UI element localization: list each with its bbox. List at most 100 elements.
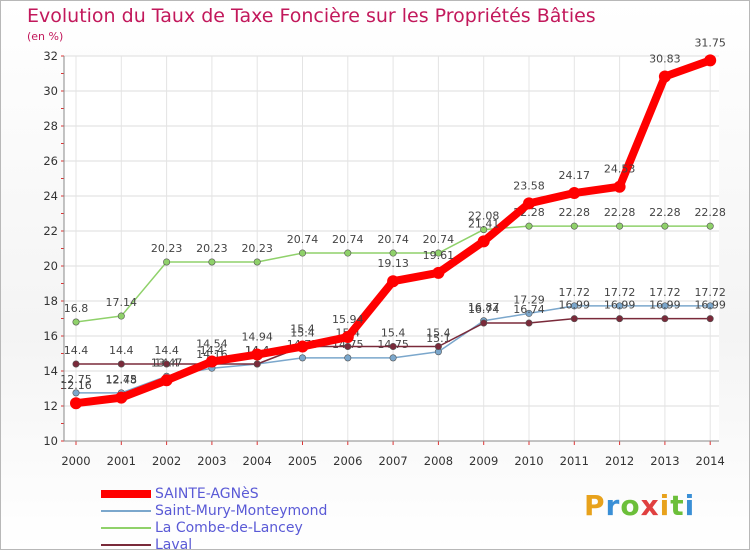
data-point-sainte-agn-s bbox=[568, 187, 581, 200]
y-tick-label: 10 bbox=[43, 434, 58, 448]
data-point-laval bbox=[661, 315, 669, 323]
data-point-saint-mury-monteymond bbox=[616, 302, 624, 310]
data-label-laval: 16.99 bbox=[649, 299, 681, 312]
data-point-sainte-agn-s bbox=[523, 197, 535, 210]
data-label-laval: 16.74 bbox=[468, 303, 500, 316]
data-point-saint-mury-monteymond bbox=[525, 309, 533, 317]
data-label-la-combe-de-lancey: 22.08 bbox=[468, 210, 500, 223]
data-label-sainte-agn-s: 31.75 bbox=[694, 36, 726, 49]
data-label-saint-mury-monteymond: 16.87 bbox=[468, 301, 500, 314]
data-label-saint-mury-monteymond: 17.72 bbox=[559, 286, 591, 299]
data-point-sainte-agn-s bbox=[613, 180, 626, 193]
proxiti-logo: Proxiti bbox=[584, 489, 696, 522]
data-label-saint-mury-monteymond: 17.72 bbox=[649, 286, 681, 299]
data-label-la-combe-de-lancey: 20.74 bbox=[377, 233, 409, 246]
data-label-laval: 14.4 bbox=[64, 344, 89, 357]
legend-item-laval[interactable]: Laval bbox=[101, 536, 327, 553]
x-tick-label: 2002 bbox=[152, 454, 181, 468]
data-point-laval bbox=[706, 315, 714, 323]
data-point-sainte-agn-s bbox=[160, 374, 173, 387]
data-label-la-combe-de-lancey: 16.8 bbox=[64, 302, 89, 315]
data-point-sainte-agn-s bbox=[296, 340, 309, 353]
data-label-la-combe-de-lancey: 20.74 bbox=[423, 233, 455, 246]
legend-item-sainte-agnes[interactable]: SAINTE-AGNèS bbox=[101, 485, 327, 502]
data-label-laval: 14.4 bbox=[200, 344, 225, 357]
data-point-laval bbox=[616, 315, 624, 323]
data-point-sainte-agn-s bbox=[704, 54, 717, 67]
y-tick-label: 20 bbox=[43, 259, 58, 273]
data-point-la-combe-de-lancey bbox=[117, 312, 125, 320]
data-point-sainte-agn-s bbox=[658, 70, 671, 83]
data-point-saint-mury-monteymond bbox=[72, 389, 80, 397]
data-label-sainte-agn-s: 12.48 bbox=[106, 374, 138, 387]
data-label-sainte-agn-s: 24.53 bbox=[604, 163, 636, 176]
data-label-saint-mury-monteymond: 12.75 bbox=[106, 373, 138, 386]
data-point-laval bbox=[389, 342, 397, 350]
data-label-laval: 16.99 bbox=[559, 299, 591, 312]
legend-swatch-laval bbox=[101, 543, 151, 546]
data-point-laval bbox=[253, 360, 261, 368]
data-point-saint-mury-monteymond bbox=[298, 354, 306, 362]
data-point-la-combe-de-lancey bbox=[661, 222, 669, 230]
data-label-sainte-agn-s: 21.41 bbox=[468, 217, 500, 230]
y-tick-label: 18 bbox=[43, 294, 58, 308]
legend-label-saint-mury: Saint-Mury-Monteymond bbox=[155, 502, 328, 519]
data-label-la-combe-de-lancey: 22.28 bbox=[559, 206, 591, 219]
x-tick-label: 2012 bbox=[605, 454, 634, 468]
data-label-la-combe-de-lancey: 20.23 bbox=[196, 242, 228, 255]
data-point-sainte-agn-s bbox=[387, 275, 400, 288]
data-point-laval bbox=[480, 319, 488, 327]
data-label-sainte-agn-s: 15.4 bbox=[290, 323, 315, 336]
x-tick-label: 2010 bbox=[514, 454, 543, 468]
x-tick-label: 2007 bbox=[378, 454, 407, 468]
legend-item-la-combe[interactable]: La Combe-de-Lancey bbox=[101, 519, 327, 536]
data-label-sainte-agn-s: 14.54 bbox=[196, 338, 228, 351]
data-label-saint-mury-monteymond: 12.75 bbox=[60, 373, 92, 386]
data-point-sainte-agn-s bbox=[341, 331, 354, 344]
data-label-saint-mury-monteymond: 17.72 bbox=[694, 286, 726, 299]
data-point-sainte-agn-s bbox=[477, 235, 490, 248]
data-point-laval bbox=[117, 360, 125, 368]
data-point-laval bbox=[525, 319, 533, 327]
y-tick-label: 28 bbox=[43, 119, 58, 133]
data-label-la-combe-de-lancey: 20.23 bbox=[241, 242, 273, 255]
data-label-laval: 16.99 bbox=[694, 299, 726, 312]
data-label-laval: 15.4 bbox=[381, 327, 406, 340]
y-tick-label: 12 bbox=[43, 399, 58, 413]
x-tick-label: 2004 bbox=[243, 454, 272, 468]
x-tick-label: 2014 bbox=[696, 454, 725, 468]
data-label-la-combe-de-lancey: 22.28 bbox=[649, 206, 681, 219]
x-tick-label: 2006 bbox=[333, 454, 362, 468]
x-tick-label: 2001 bbox=[107, 454, 136, 468]
y-tick-label: 26 bbox=[43, 154, 58, 168]
legend-item-saint-mury[interactable]: Saint-Mury-Monteymond bbox=[101, 502, 327, 519]
legend-label-sainte-agnes: SAINTE-AGNèS bbox=[155, 485, 259, 502]
data-label-saint-mury-monteymond: 17.29 bbox=[513, 293, 545, 306]
data-point-saint-mury-monteymond bbox=[389, 354, 397, 362]
data-label-laval: 14.4 bbox=[154, 344, 179, 357]
x-tick-label: 2011 bbox=[560, 454, 589, 468]
data-point-saint-mury-monteymond bbox=[570, 302, 578, 310]
data-label-saint-mury-monteymond: 15.1 bbox=[426, 332, 451, 345]
legend-swatch-sainte-agnes bbox=[101, 489, 151, 498]
legend-label-laval: Laval bbox=[155, 536, 193, 553]
data-point-la-combe-de-lancey bbox=[389, 249, 397, 257]
data-label-la-combe-de-lancey: 22.28 bbox=[694, 206, 726, 219]
x-tick-label: 2009 bbox=[469, 454, 498, 468]
legend-swatch-saint-mury bbox=[101, 509, 151, 512]
data-point-sainte-agn-s bbox=[205, 355, 218, 368]
data-label-laval: 14.4 bbox=[109, 344, 134, 357]
data-label-saint-mury-monteymond: 17.72 bbox=[604, 286, 636, 299]
data-point-la-combe-de-lancey bbox=[344, 249, 352, 257]
data-label-sainte-agn-s: 12.16 bbox=[60, 379, 92, 392]
data-point-la-combe-de-lancey bbox=[434, 249, 442, 257]
data-label-sainte-agn-s: 14.94 bbox=[241, 331, 273, 344]
data-label-laval: 16.99 bbox=[604, 299, 636, 312]
data-label-la-combe-de-lancey: 20.23 bbox=[151, 242, 183, 255]
data-point-la-combe-de-lancey bbox=[298, 249, 306, 257]
data-point-laval bbox=[570, 315, 578, 323]
y-tick-label: 22 bbox=[43, 224, 58, 238]
data-point-la-combe-de-lancey bbox=[208, 258, 216, 266]
data-label-laval: 15.4 bbox=[290, 327, 315, 340]
y-tick-label: 24 bbox=[43, 189, 58, 203]
